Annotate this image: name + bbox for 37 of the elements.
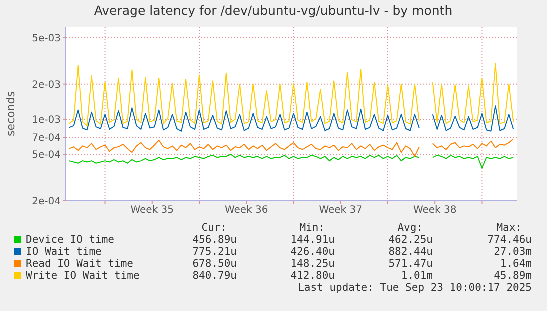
text: Avg: (398, 222, 423, 234)
text: 462.25u (388, 234, 433, 246)
x-tick-label: Week 35 (130, 205, 174, 216)
y-tick-label: 2e-04 (32, 196, 61, 208)
y-tick-label: 5e-03 (32, 33, 61, 44)
text: 571.47u (388, 258, 433, 270)
x-tick-label: Week 37 (319, 205, 363, 216)
text: Min: (300, 222, 325, 234)
legend-label: Device IO time (26, 234, 115, 246)
x-tick-label: Week 38 (413, 205, 457, 216)
text: 426.40u (290, 246, 335, 258)
text: 456.89u (192, 234, 237, 246)
text: 27.03m (494, 246, 532, 258)
text: 412.80u (290, 270, 335, 282)
text: 1.01m (401, 270, 433, 282)
text: Last update: Tue Sep 23 10:00:17 2025 (298, 282, 532, 294)
text: 678.50u (192, 258, 237, 270)
y-axis-title: seconds (4, 92, 18, 136)
text: 1.64m (500, 258, 532, 270)
text: 148.25u (290, 258, 335, 270)
text: 774.46u (488, 234, 532, 246)
text: 775.21u (192, 246, 237, 258)
y-tick-label: 5e-04 (32, 150, 61, 162)
legend-label: Write IO Wait time (26, 270, 140, 282)
y-tick-label: 1e-03 (32, 115, 61, 126)
text: Cur: (202, 222, 227, 234)
text: 840.79u (192, 270, 237, 282)
legend-label: Read IO Wait time (26, 258, 134, 270)
chart-title: Average latency for /dev/ubuntu-vg/ubuntu-lv - by month (93, 3, 454, 18)
text: Max: (496, 222, 522, 234)
text: 144.91u (290, 234, 335, 246)
legend-label: IO Wait time (26, 246, 102, 258)
x-tick-label: Week 36 (224, 205, 268, 216)
text: 882.44u (388, 246, 433, 258)
y-tick-label: 7e-04 (32, 133, 61, 144)
text: 45.89m (494, 270, 532, 282)
y-tick-label: 2e-03 (32, 80, 61, 91)
